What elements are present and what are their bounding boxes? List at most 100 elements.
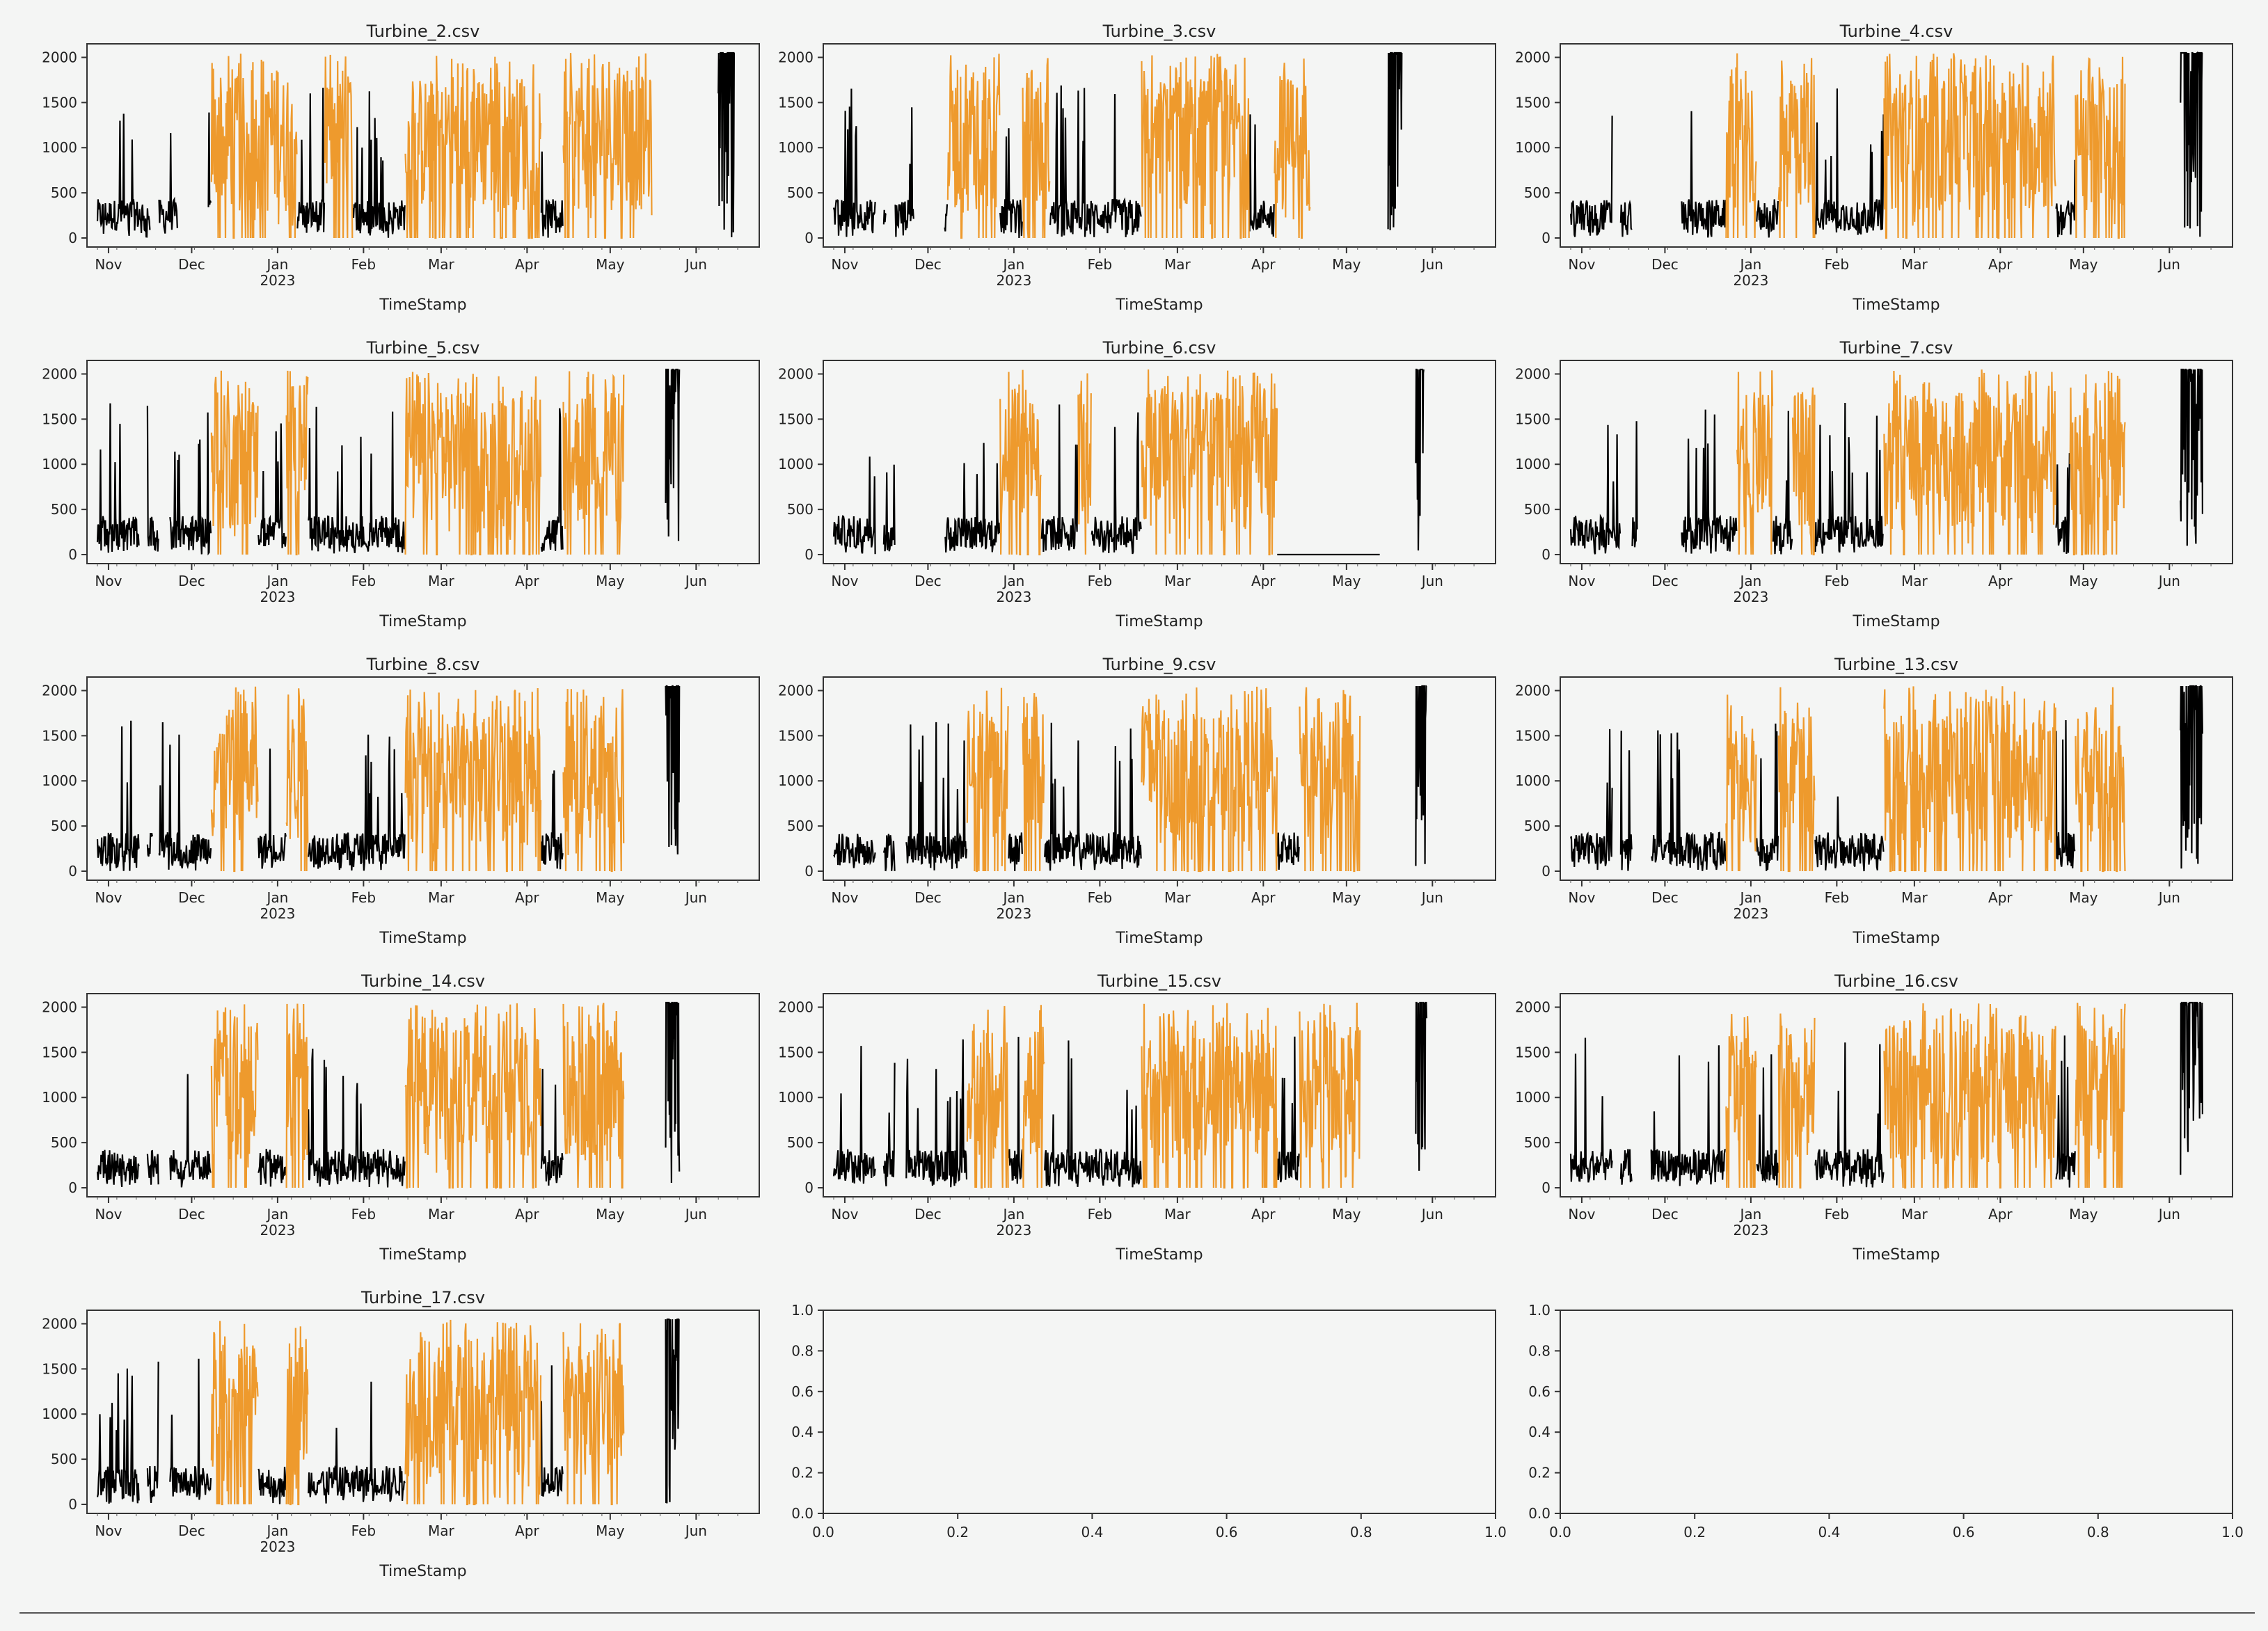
y-tick-label: 1000 [1515, 1089, 1551, 1106]
y-tick-label: 500 [1524, 1134, 1551, 1151]
x-tick-label: Mar [1164, 1206, 1191, 1223]
series-active-line [966, 1002, 1361, 1189]
series-inactive-line [96, 1318, 680, 1504]
x-tick-label: Jun [2157, 1206, 2180, 1223]
x-tick-label: Mar [428, 1206, 455, 1223]
x-tick-label: Apr [1251, 256, 1276, 273]
subplot-10: Turbine_14.csv 0 500 1000 1500 2000 Nov Dec Jan F… [42, 971, 760, 1264]
x-tick-label: Nov [1568, 1206, 1595, 1223]
y-tick-label: 500 [787, 184, 814, 201]
subplot-1: Turbine_2.csv 0 500 1000 1500 2000 Nov Dec Jan Fe… [42, 22, 760, 314]
y-tick-label: 1000 [42, 772, 77, 789]
y-tick-label: 1000 [42, 1406, 77, 1422]
y-tick-label: 1500 [778, 411, 814, 427]
x-tick-label: Jan [1001, 1206, 1024, 1223]
subplot-12: Turbine_16.csv 0 500 1000 1500 2000 Nov Dec Jan F… [1515, 971, 2233, 1264]
subplot-3: Turbine_4.csv 0 500 1000 1500 2000 Nov Dec Jan Fe… [1515, 22, 2233, 314]
subplot-title: Turbine_6.csv [1102, 338, 1216, 358]
x-tick-label: Jun [1420, 256, 1443, 273]
x-tick-label: Apr [1988, 573, 2013, 589]
x-tick-label: Feb [1088, 889, 1112, 906]
x-tick-label: Mar [1901, 1206, 1928, 1223]
series-active-line [999, 369, 1278, 556]
y-tick-label: 1500 [42, 1360, 77, 1377]
series-lines [832, 51, 1403, 239]
x-tick-label: Mar [1901, 573, 1928, 589]
y-tick-label: 1000 [1515, 772, 1551, 789]
series-lines [1569, 685, 2203, 873]
y-tick-label: 0.4 [1528, 1424, 1551, 1440]
x-tick-label: Apr [515, 573, 539, 589]
x-tick-label: Dec [914, 1206, 942, 1223]
subplot-title: Turbine_2.csv [366, 22, 480, 41]
x-tick-label: 0.8 [1350, 1524, 1372, 1541]
axes-frame [823, 993, 1496, 1198]
series-lines [832, 368, 1425, 556]
x-year-label: 2023 [1733, 589, 1768, 605]
y-tick-label: 1500 [42, 727, 77, 744]
series-lines [96, 368, 681, 556]
x-tick-label: 0.6 [1216, 1524, 1238, 1541]
x-tick-label: Nov [95, 573, 122, 589]
y-tick-label: 500 [51, 1451, 77, 1467]
subplot-8: Turbine_9.csv 0 500 1000 1500 2000 Nov Dec Jan Fe… [778, 655, 1496, 947]
x-tick-label: May [2069, 889, 2098, 906]
x-tick-label: Dec [178, 1206, 205, 1223]
x-tick-label: Apr [1251, 573, 1276, 589]
x-tick-label: Jun [684, 256, 707, 273]
x-tick-label: 0.6 [1953, 1524, 1975, 1541]
axes-frame [1560, 43, 2233, 248]
x-tick-label: Nov [95, 1522, 122, 1539]
y-tick-label: 0 [1541, 863, 1551, 880]
x-tick-label: Apr [515, 256, 539, 273]
x-tick-label: Jan [1001, 573, 1024, 589]
x-year-label: 2023 [996, 272, 1031, 289]
y-tick-label: 500 [51, 184, 77, 201]
subplot-13: Turbine_17.csv 0 500 1000 1500 2000 Nov Dec Jan F… [42, 1288, 760, 1580]
x-axis-label: TimeStamp [1115, 1246, 1203, 1264]
x-year-label: 2023 [1733, 905, 1768, 922]
y-tick-label: 1500 [778, 1044, 814, 1060]
x-tick-label: Nov [831, 1206, 858, 1223]
x-tick-label: Jun [684, 1522, 707, 1539]
x-tick-label: Feb [1825, 1206, 1849, 1223]
x-tick-label: Dec [178, 1522, 205, 1539]
x-tick-label: Apr [515, 1522, 539, 1539]
series-lines [1569, 51, 2203, 239]
y-tick-label: 500 [51, 1134, 77, 1151]
x-tick-label: Jun [2157, 889, 2180, 906]
y-tick-label: 1000 [42, 139, 77, 156]
axes-frame [86, 1310, 760, 1514]
y-tick-label: 0 [1541, 230, 1551, 246]
y-tick-label: 0.2 [791, 1465, 814, 1481]
y-tick-label: 1000 [778, 139, 814, 156]
series-inactive-line [1569, 368, 2203, 555]
x-tick-label: Jan [265, 256, 288, 273]
x-tick-label: Jan [265, 889, 288, 906]
x-tick-label: Jun [684, 889, 707, 906]
series-active-line [210, 1003, 625, 1189]
axes-frame [86, 360, 760, 564]
series-inactive-line [832, 1001, 1428, 1188]
x-tick-label: 1.0 [1484, 1524, 1507, 1541]
axes-frame [1560, 676, 2233, 881]
y-tick-label: 0.2 [1528, 1465, 1551, 1481]
y-tick-label: 500 [787, 501, 814, 518]
axes-frame [86, 676, 760, 881]
series-active-line [966, 686, 1361, 873]
x-tick-label: May [2069, 1206, 2098, 1223]
x-tick-label: 0.8 [2087, 1524, 2109, 1541]
x-tick-label: Feb [351, 889, 376, 906]
x-tick-label: May [2069, 573, 2098, 589]
x-tick-label: 0.4 [1081, 1524, 1103, 1541]
x-tick-label: Jan [265, 1522, 288, 1539]
subplot-title: Turbine_3.csv [1102, 22, 1216, 41]
x-tick-label: Jan [1001, 889, 1024, 906]
series-active-line [1736, 369, 2126, 556]
x-axis-label: TimeStamp [379, 296, 466, 314]
y-tick-label: 0 [68, 546, 77, 563]
x-year-label: 2023 [260, 272, 295, 289]
y-tick-label: 2000 [42, 682, 77, 699]
x-axis-label: TimeStamp [379, 1246, 466, 1264]
